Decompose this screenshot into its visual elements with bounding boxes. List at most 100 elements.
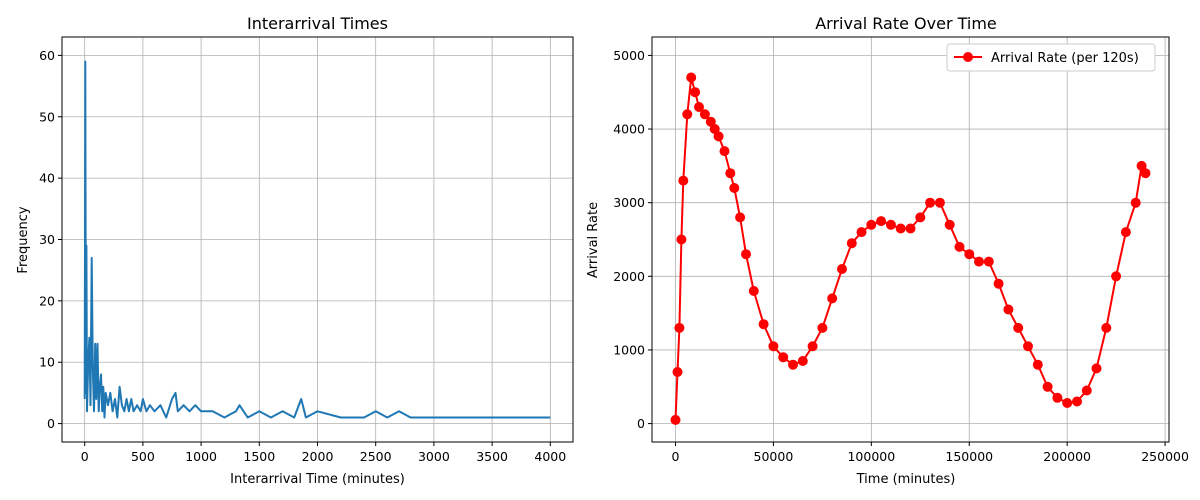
- x-tick-label: 1000: [185, 449, 217, 464]
- data-point: [983, 256, 994, 267]
- y-tick-label: 60: [39, 48, 55, 63]
- data-point: [748, 286, 759, 296]
- legend-marker-swatch: [963, 52, 973, 62]
- data-point: [709, 124, 720, 134]
- data-point: [713, 131, 724, 142]
- x-tick-label: 0: [672, 449, 680, 464]
- y-tick-label: 2000: [613, 269, 645, 284]
- data-point: [1042, 381, 1053, 392]
- data-point: [807, 341, 818, 352]
- data-point: [895, 223, 906, 234]
- grid: [652, 37, 1169, 442]
- data-point: [905, 223, 916, 234]
- data-point: [954, 241, 965, 252]
- y-tick-label: 40: [39, 171, 55, 186]
- data-point: [1062, 398, 1073, 408]
- x-tick-label: 3500: [476, 449, 508, 464]
- data-point: [674, 322, 685, 333]
- data-point: [964, 249, 975, 260]
- data-point: [817, 322, 828, 333]
- ticks: 0 50000 100000 150000 200000 250000 0 1000 2000 3…: [613, 48, 1189, 464]
- data-point: [725, 168, 736, 179]
- y-tick-label: 10: [39, 355, 55, 370]
- data-point: [676, 234, 687, 245]
- data-point: [974, 256, 984, 267]
- data-point: [1111, 271, 1122, 282]
- x-tick-label: 2000: [302, 449, 334, 464]
- x-tick-label: 1500: [243, 449, 275, 464]
- data-point: [1120, 227, 1131, 238]
- interarrival-chart: 0 500 1000 1500 2000 2500 3000 3500 4000 0 10 20 30 4…: [16, 14, 574, 487]
- x-tick-label: 200000: [1043, 449, 1091, 464]
- data-point: [670, 414, 681, 425]
- data-point: [729, 183, 740, 193]
- data-point: [719, 146, 730, 157]
- series-line: [83, 60, 551, 419]
- data-point: [678, 175, 689, 186]
- x-tick-label: 2500: [360, 449, 392, 464]
- y-tick-label: 20: [39, 293, 55, 308]
- arrival-rate-chart: 0 50000 100000 150000 200000 250000 0 1000 2000 3…: [586, 14, 1189, 487]
- data-point: [1023, 341, 1033, 352]
- series: [670, 72, 1151, 425]
- data-point: [778, 352, 789, 363]
- data-point: [768, 341, 779, 352]
- data-point: [1072, 396, 1082, 407]
- data-point: [735, 212, 746, 223]
- data-point: [876, 216, 887, 227]
- data-point: [705, 116, 716, 127]
- data-point: [837, 264, 847, 274]
- data-point: [758, 319, 769, 330]
- data-point: [741, 249, 751, 260]
- data-point: [797, 356, 808, 366]
- x-tick-label: 500: [131, 449, 155, 464]
- x-axis-label: Time (minutes): [856, 472, 956, 487]
- axes-frame: [651, 36, 1170, 443]
- data-point: [694, 102, 704, 112]
- data-point: [686, 72, 697, 83]
- data-point: [925, 197, 936, 208]
- y-axis-label: Frequency: [16, 206, 31, 273]
- y-tick-label: 0: [637, 416, 645, 431]
- x-tick-label: 150000: [945, 449, 993, 464]
- y-tick-label: 5000: [613, 48, 645, 63]
- y-tick-label: 1000: [613, 342, 645, 357]
- y-axis-label: Arrival Rate: [586, 202, 601, 278]
- x-tick-label: 250000: [1141, 449, 1189, 464]
- data-point: [1052, 392, 1063, 403]
- x-tick-label: 3000: [418, 449, 450, 464]
- y-tick-label: 4000: [613, 122, 645, 137]
- y-tick-label: 0: [47, 416, 55, 431]
- data-point: [866, 219, 877, 230]
- data-point: [672, 367, 683, 377]
- data-point: [1032, 359, 1043, 370]
- data-point: [1130, 197, 1141, 208]
- grid: [62, 37, 573, 442]
- data-point: [944, 219, 955, 230]
- data-point: [915, 212, 926, 223]
- data-point: [1136, 160, 1147, 171]
- data-point: [1081, 385, 1092, 396]
- x-axis-label: Interarrival Time (minutes): [230, 472, 405, 487]
- data-point: [1003, 304, 1014, 315]
- legend: Arrival Rate (per 120s): [946, 43, 1156, 72]
- x-tick-label: 100000: [847, 449, 895, 464]
- data-point: [885, 219, 896, 230]
- x-tick-label: 0: [81, 449, 89, 464]
- y-tick-label: 30: [39, 232, 55, 247]
- data-point: [1140, 168, 1151, 179]
- chart-title: Interarrival Times: [247, 14, 388, 33]
- y-tick-label: 3000: [613, 195, 645, 210]
- y-tick-label: 50: [39, 109, 55, 124]
- chart-title: Arrival Rate Over Time: [815, 14, 997, 33]
- series: [83, 60, 551, 419]
- data-point: [827, 293, 838, 304]
- legend-label: Arrival Rate (per 120s): [991, 51, 1139, 66]
- plot-area: [652, 37, 1169, 442]
- data-point: [856, 227, 867, 238]
- data-point: [682, 109, 693, 120]
- ticks: 0 500 1000 1500 2000 2500 3000 3500 4000 0 10 20 30 4…: [39, 48, 566, 464]
- x-tick-label: 4000: [534, 449, 566, 464]
- data-point: [934, 197, 945, 208]
- data-point: [690, 87, 701, 98]
